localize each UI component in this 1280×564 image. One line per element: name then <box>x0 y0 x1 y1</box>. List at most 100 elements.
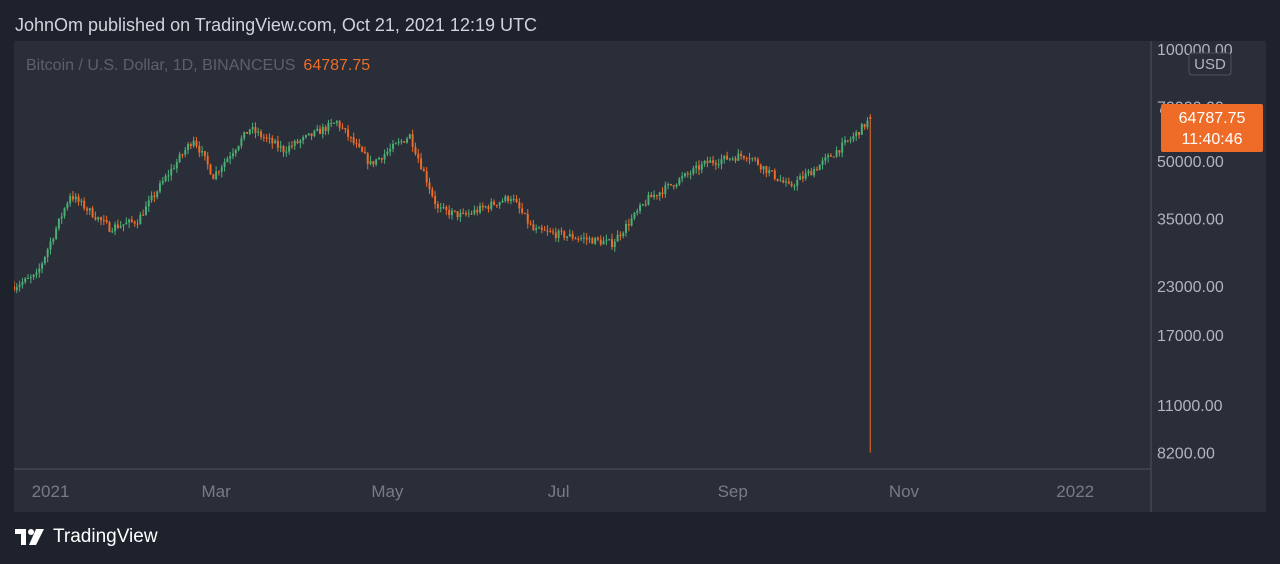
candle-body <box>63 208 66 217</box>
candle-body <box>759 164 762 170</box>
candle-body <box>296 141 299 144</box>
candle-body <box>841 142 844 153</box>
candle-body <box>585 237 588 240</box>
candle-body <box>215 171 218 180</box>
candle-body <box>66 203 69 209</box>
candle-body <box>487 206 490 209</box>
candle-body <box>824 157 827 161</box>
candle-body <box>302 137 305 141</box>
candle-body <box>785 181 788 183</box>
candle-body <box>403 141 406 143</box>
candle-body <box>720 159 723 165</box>
candle-body <box>737 153 740 161</box>
candle-body <box>740 153 743 157</box>
candle-body <box>860 124 863 135</box>
candle-body <box>201 151 204 153</box>
candle-body <box>692 168 695 174</box>
candle-body <box>406 138 409 143</box>
candle-body <box>167 175 170 177</box>
candle-body <box>849 139 852 141</box>
candle-body <box>538 227 540 229</box>
candle-body <box>327 122 330 132</box>
time-label: Jul <box>548 482 570 501</box>
currency-badge[interactable] <box>1188 52 1232 76</box>
candlestick-chart[interactable]: 100000.0070000.0050000.0035000.0023000.0… <box>14 41 1266 512</box>
candle-body <box>212 174 215 180</box>
candle-body <box>610 239 613 247</box>
candle-body <box>125 222 128 225</box>
candle-body <box>422 168 425 172</box>
candle-body <box>80 200 83 202</box>
candle-body <box>178 154 181 162</box>
candle-body <box>473 209 476 214</box>
candle-body <box>844 140 846 143</box>
candle-body <box>790 183 793 186</box>
candle-body <box>829 155 832 157</box>
candle-body <box>695 165 698 169</box>
candle-body <box>821 160 824 165</box>
candle-body <box>846 140 849 142</box>
candle-body <box>507 196 510 202</box>
candle-body <box>142 214 145 216</box>
candle-body <box>470 213 473 215</box>
candle-body <box>97 217 100 220</box>
candle-body <box>310 133 313 137</box>
chart-pane[interactable]: 100000.0070000.0050000.0035000.0023000.0… <box>14 41 1266 512</box>
candle-body <box>563 231 566 238</box>
candle-body <box>282 146 285 153</box>
candle-body <box>86 208 88 211</box>
candle-body <box>658 192 661 196</box>
candle-body <box>299 140 302 144</box>
candle-body <box>602 240 605 245</box>
candle-body <box>319 128 321 135</box>
candle-body <box>714 162 717 165</box>
candle-body <box>189 144 192 147</box>
candle-body <box>128 219 131 223</box>
candle-body <box>341 127 344 129</box>
candle-body <box>226 158 229 163</box>
candle-body <box>521 208 524 213</box>
candle-body <box>591 238 594 244</box>
symbol-legend[interactable]: Bitcoin / U.S. Dollar, 1D, BINANCEUS 6478… <box>26 57 370 75</box>
candle-body <box>431 189 434 197</box>
candle-body <box>352 137 355 144</box>
candle-body <box>748 158 751 160</box>
candle-body <box>57 218 60 229</box>
candle-body <box>518 202 521 209</box>
candle-body <box>804 173 807 179</box>
candle-body <box>762 166 765 170</box>
candle-body <box>316 128 319 131</box>
candle-body <box>21 281 24 285</box>
candle-body <box>203 151 206 157</box>
candle-body <box>465 213 467 215</box>
candle-body <box>476 209 479 213</box>
candle-body <box>170 168 173 176</box>
candle-body <box>164 175 167 182</box>
candle-body <box>94 217 97 220</box>
candle-body <box>456 211 459 218</box>
candle-body <box>15 287 18 291</box>
candle-body <box>599 239 602 245</box>
candle-body <box>501 200 504 203</box>
candle-body <box>313 130 316 137</box>
candle-body <box>184 149 187 155</box>
candle-body <box>147 200 150 207</box>
candle-body <box>290 145 293 147</box>
currency-label: USD <box>1194 56 1226 73</box>
candle-body <box>723 155 726 160</box>
candle-body <box>498 202 501 206</box>
footer-brand[interactable]: TradingView <box>15 526 158 548</box>
candle-body <box>801 176 804 179</box>
candle-body <box>709 160 712 163</box>
candle-body <box>664 185 667 195</box>
time-axis[interactable]: 2021 Mar May Jul Sep Nov 2022 <box>14 468 1151 501</box>
candle-body <box>156 191 159 197</box>
candle-body <box>114 224 117 232</box>
candle-body <box>641 204 644 206</box>
time-label: May <box>371 482 404 501</box>
candle-body <box>383 154 386 160</box>
candle-body <box>49 241 52 250</box>
candle-body <box>344 128 347 130</box>
candle-body <box>608 239 611 241</box>
candle-body <box>347 129 350 137</box>
